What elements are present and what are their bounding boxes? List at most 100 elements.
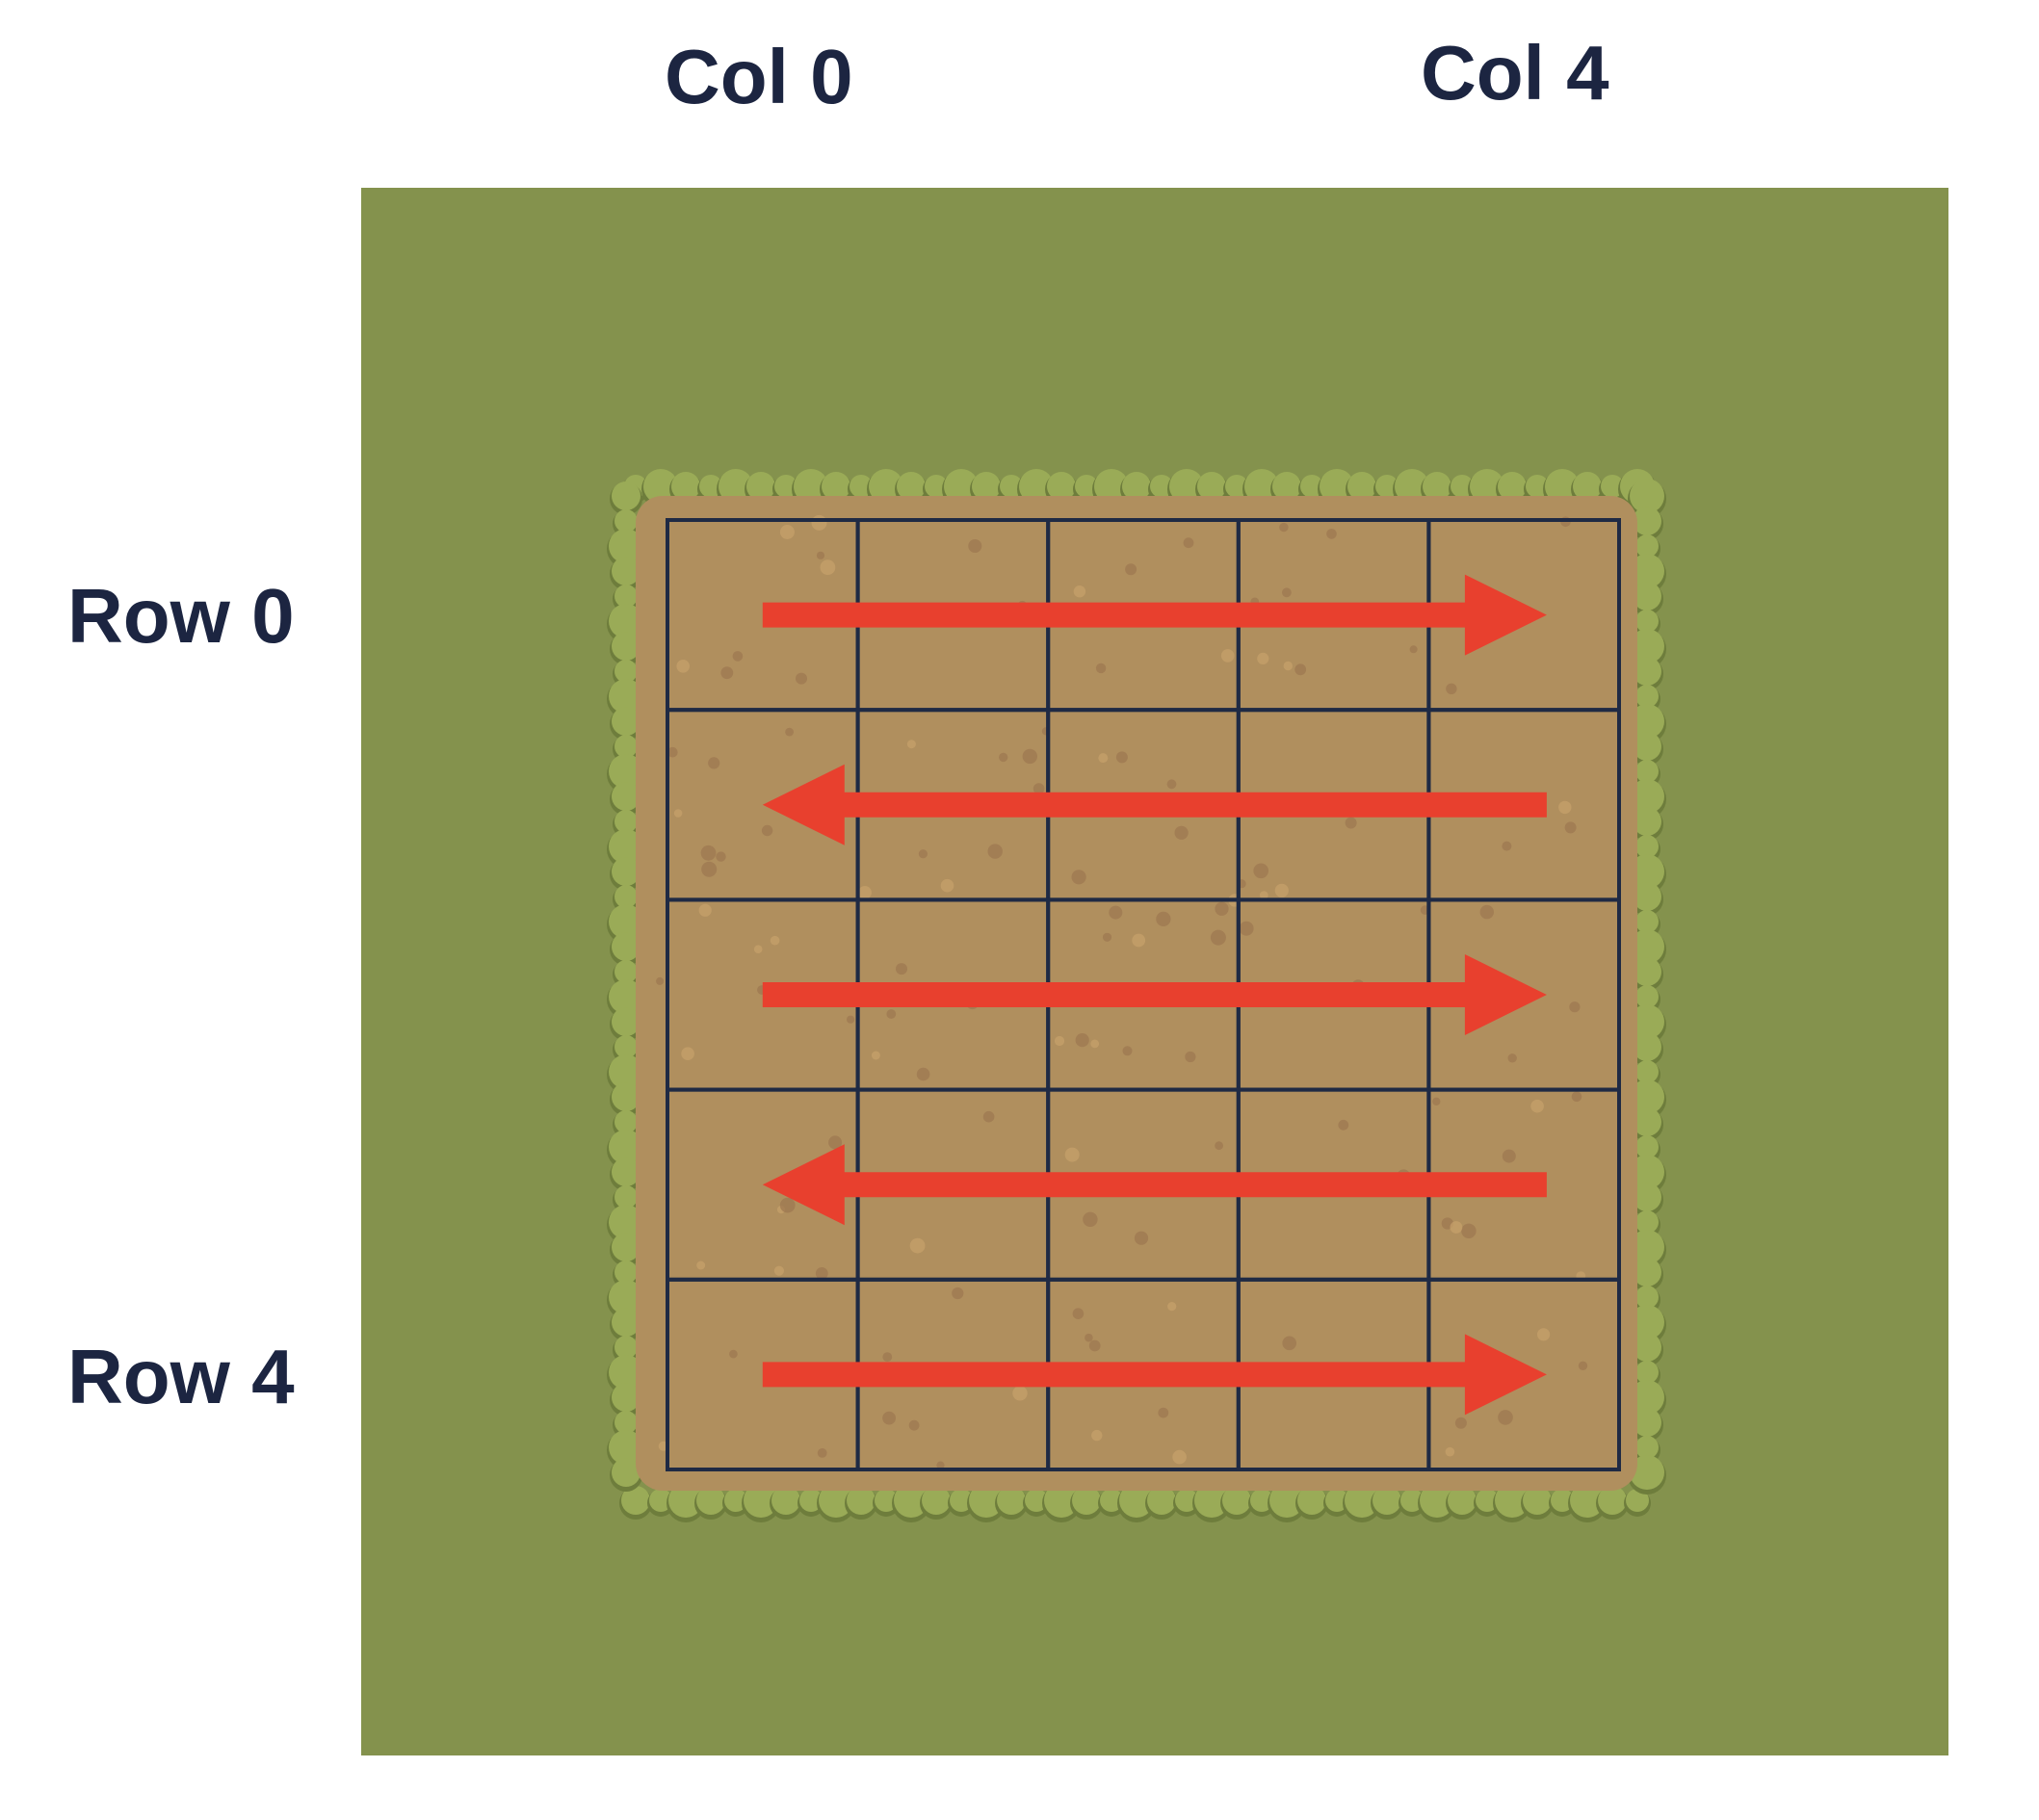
dirt-speck <box>815 1267 828 1280</box>
grass-tuft <box>609 754 643 789</box>
dirt-speck <box>1445 1446 1455 1457</box>
grass-tuft <box>1635 1060 1659 1083</box>
dirt-speck <box>1183 537 1194 549</box>
dirt-speck <box>820 559 836 576</box>
grass-tuft <box>894 1483 928 1518</box>
grass-tuft <box>1635 685 1659 708</box>
grass-tuft <box>969 1483 1004 1518</box>
grass-tuft <box>612 707 640 736</box>
grass-tuft <box>1300 475 1323 498</box>
grass-tuft <box>1633 1333 1661 1362</box>
grass-tuft <box>1147 1486 1176 1515</box>
dirt-speck <box>1502 841 1512 851</box>
grass-tuft <box>1448 1486 1477 1515</box>
arrow-icon <box>762 1334 1547 1416</box>
dirt-speck <box>1172 1449 1187 1465</box>
grass-tuft <box>1019 469 1054 504</box>
arrow-row-1-left <box>762 764 1547 845</box>
dirt-speck <box>1279 522 1289 533</box>
grass-tuft <box>1072 1486 1101 1515</box>
dirt-speck <box>909 1237 926 1254</box>
grass-tuft <box>609 1280 643 1314</box>
grass-tuft <box>1630 1155 1664 1189</box>
grass-tuft <box>614 509 638 533</box>
grass-tuft <box>612 1157 640 1186</box>
dirt-speck <box>882 1352 893 1362</box>
dirt-speck <box>999 752 1008 763</box>
dirt-speck <box>698 903 712 917</box>
dirt-speck <box>1109 905 1123 920</box>
grass-tuft <box>1633 882 1661 911</box>
dirt-speck <box>779 1197 796 1213</box>
dirt-speck <box>1134 1231 1149 1245</box>
dirt-speck <box>773 1265 785 1276</box>
grass-tuft <box>1545 469 1580 504</box>
dirt-speck <box>1090 1039 1100 1049</box>
grass-tuft <box>922 1486 951 1515</box>
grass-tuft <box>1400 1489 1424 1512</box>
grass-tuft <box>847 1486 876 1515</box>
grass-tuft <box>1451 475 1474 498</box>
dirt-speck <box>1033 783 1045 794</box>
arrow-row-0-right <box>762 574 1547 656</box>
grass-tuft <box>609 1205 643 1239</box>
grass-tuft <box>1635 985 1659 1008</box>
grass-tuft <box>1630 1305 1664 1339</box>
grass-tuft <box>612 1233 640 1261</box>
dirt-speck <box>1012 1386 1028 1401</box>
grass-tuft <box>614 1185 638 1209</box>
grass-tuft <box>614 1261 638 1284</box>
dirt-speck <box>906 740 916 749</box>
dirt-speck <box>667 746 678 758</box>
grass-tuft <box>1269 1483 1304 1518</box>
column-label-last: Col 4 <box>1421 30 1609 116</box>
dirt-speck <box>700 845 717 861</box>
dirt-speck <box>1125 563 1137 576</box>
grass-tuft <box>1119 1483 1154 1518</box>
grass-tuft <box>869 469 903 504</box>
grass-tuft <box>1526 475 1549 498</box>
grass-tuft <box>1395 469 1429 504</box>
grass-tuft <box>609 829 643 864</box>
grass-tuft <box>1000 475 1023 498</box>
dirt-speck <box>886 1009 897 1019</box>
grass-tuft <box>1630 1455 1664 1490</box>
dirt-speck <box>1095 663 1107 674</box>
dirt-speck <box>1054 1035 1065 1047</box>
dirt-speck <box>1215 1141 1223 1151</box>
dirt-speck <box>779 525 795 539</box>
grass-tuft <box>1635 610 1659 633</box>
grass-tuft <box>609 1130 643 1164</box>
grass-tuft <box>1635 1135 1659 1158</box>
dirt-speck <box>1091 1429 1103 1442</box>
grass-tuft <box>1630 1079 1664 1114</box>
grass-tuft <box>771 1486 800 1515</box>
arrow-row-4-right <box>762 1334 1547 1416</box>
grass-tuft <box>1194 1483 1229 1518</box>
grass-tuft <box>609 1355 643 1390</box>
dirt-speck <box>701 861 718 877</box>
grass-tuft <box>668 1483 703 1518</box>
grass-tuft <box>1633 957 1661 986</box>
grass-tuft <box>609 904 643 939</box>
grass-tuft <box>972 472 1001 501</box>
dirt-speck <box>1338 1119 1349 1131</box>
grass-tuft <box>794 469 828 504</box>
dirt-speck <box>716 851 726 862</box>
grass-tuft <box>1498 472 1527 501</box>
grass-tuft <box>1250 1489 1273 1512</box>
grass-tuft <box>1476 1489 1499 1512</box>
grass-tuft <box>1630 704 1664 739</box>
row-label-first: Row 0 <box>67 573 295 659</box>
grass-tuft <box>875 1489 898 1512</box>
dirt-speck <box>936 1461 945 1469</box>
dirt-speck <box>1537 1328 1551 1341</box>
dirt-speck <box>1073 585 1086 598</box>
dirt-speck <box>858 886 872 899</box>
grass-tuft <box>1635 835 1659 858</box>
grass-tuft <box>1150 475 1173 498</box>
dirt-speck <box>1156 911 1171 927</box>
dirt-speck <box>1072 1308 1085 1319</box>
dirt-speck <box>1158 1407 1169 1418</box>
